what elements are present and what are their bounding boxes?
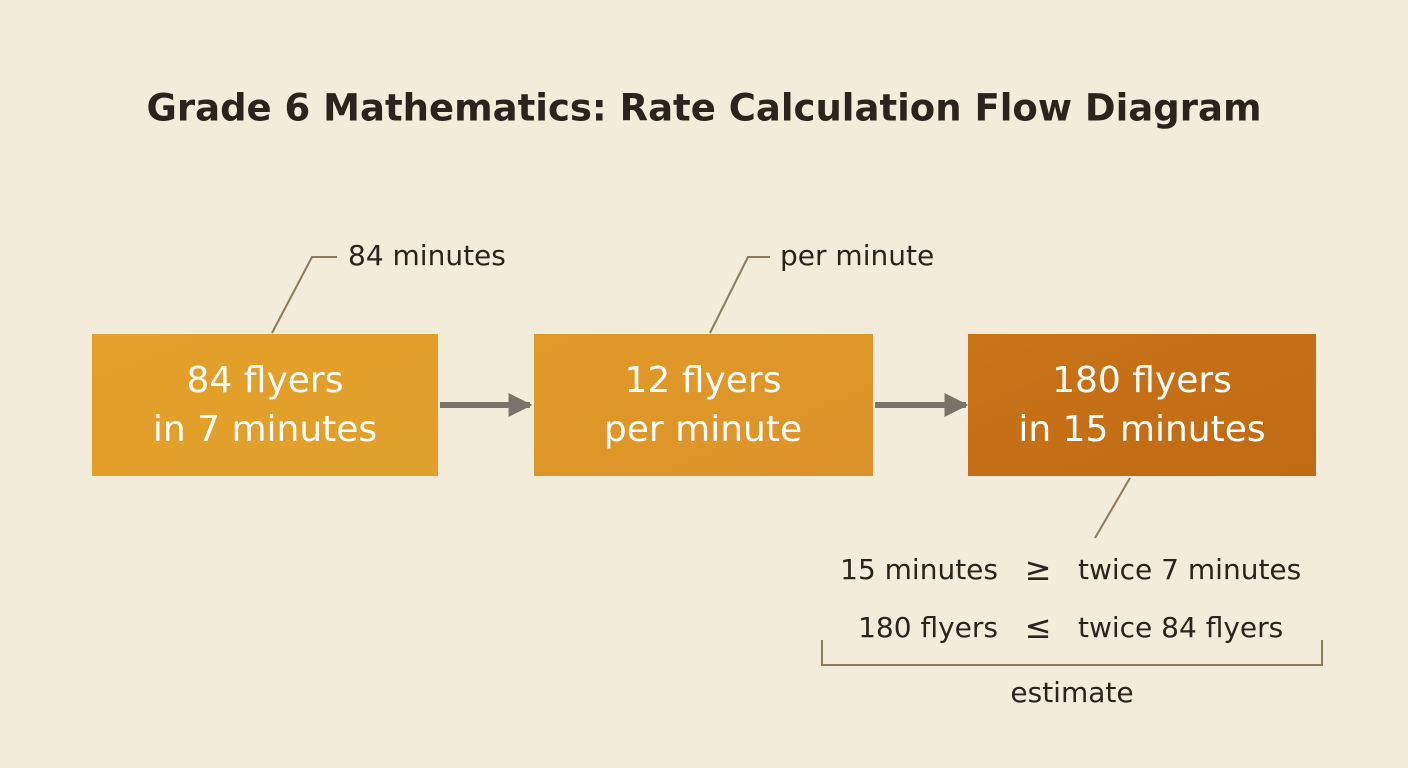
- callout-line: [271, 256, 337, 334]
- comparison-symbol: ≥: [1025, 550, 1052, 588]
- callout: per minute: [780, 239, 934, 272]
- node-box: [534, 334, 873, 476]
- callout: 84 minutes: [348, 239, 506, 272]
- node-text: in 15 minutes: [1018, 409, 1265, 450]
- comparison-left: 180 flyers: [858, 611, 998, 644]
- bracket-label: estimate: [1010, 676, 1133, 709]
- bracket: [821, 640, 1323, 666]
- node-text: 84 flyers: [187, 360, 344, 401]
- node-text: 12 flyers: [625, 360, 782, 401]
- node-box: [92, 334, 438, 476]
- comparison-left: 15 minutes: [840, 553, 998, 586]
- comparison-right: twice 84 flyers: [1078, 611, 1283, 644]
- node-text: per minute: [604, 409, 802, 450]
- node-text: in 7 minutes: [153, 409, 377, 450]
- comparison-symbol: ≤: [1025, 608, 1052, 646]
- callout-line: [709, 256, 770, 334]
- title: Grade 6 Mathematics: Rate Calculation Fl…: [146, 87, 1261, 130]
- callout-line: [1094, 477, 1131, 539]
- node-text: 180 flyers: [1052, 360, 1232, 401]
- node-box: [968, 334, 1316, 476]
- comparison-right: twice 7 minutes: [1078, 553, 1301, 586]
